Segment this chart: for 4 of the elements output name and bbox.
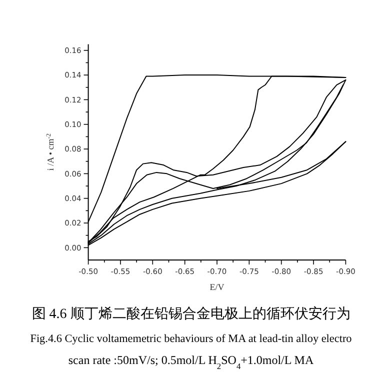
caption: Fig.4.6 Cyclic voltamemetric behaviours of MA at lead-tin alloy electro xyxy=(30,333,352,345)
x-axis-title: E/V xyxy=(210,282,225,292)
caption: 图 4.6 顺丁烯二酸在铅锡合金电极上的循环伏安行为 xyxy=(32,306,350,322)
text: scan rate :50mV/s; 0.5mol/L H$_{2}$SO$_{4}$+1.0mol/L MA xyxy=(68,353,314,370)
